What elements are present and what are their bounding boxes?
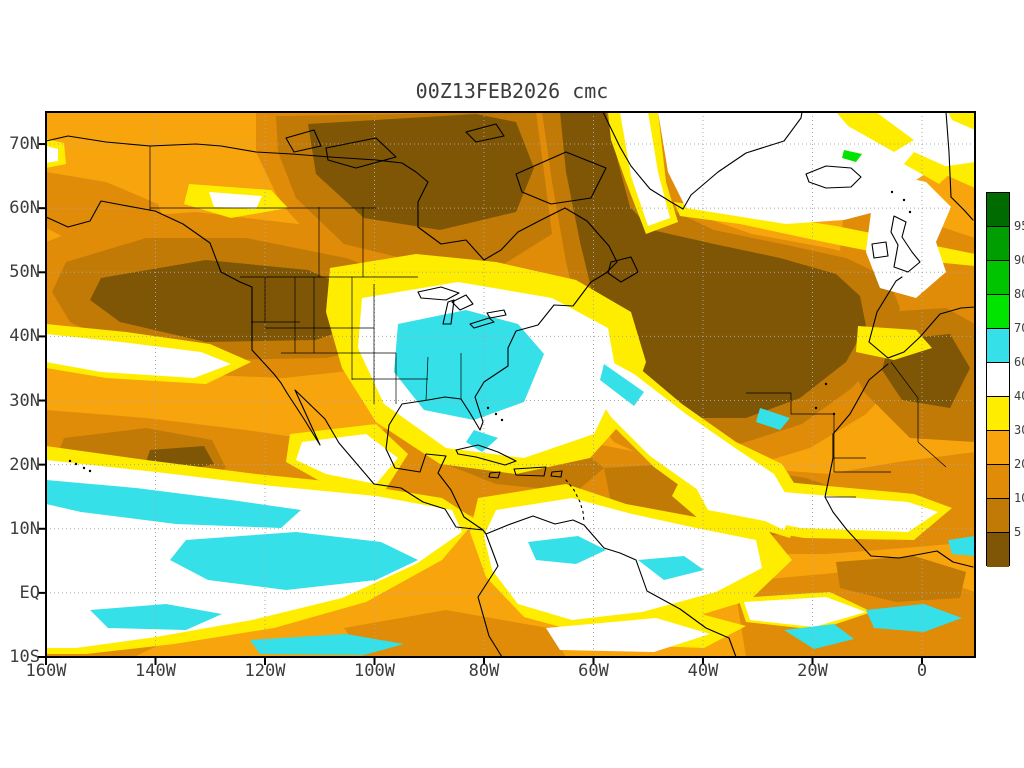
humidity-filled-contours [46,112,975,657]
x-tick-label: 120W [244,661,286,681]
plot-frame [45,111,976,658]
colorbar-tick-label: 60 [1014,355,1024,369]
humidity-map [38,111,976,665]
colorbar-segment-5-10 [987,499,1009,533]
colorbar [986,192,1010,567]
title-line-model-run: 00Z13FEB2026 cmc [415,79,609,103]
colorbar-segment-40-60 [987,363,1009,397]
y-tick-label: 10S [9,647,40,667]
x-tick-label: 140W [135,661,176,681]
map-plot-area [38,111,976,665]
y-tick-label: 30N [9,390,40,411]
x-tick-label: 80W [468,661,500,681]
colorbar-segment-<5 [987,533,1009,567]
colorbar-tick-label: 30 [1014,423,1024,437]
colorbar-tick-label: 70 [1014,321,1024,335]
colorbar-segment-80-90 [987,261,1009,295]
lat-lon-gridlines [46,112,975,657]
y-tick-label: 10N [9,518,40,539]
colorbar-segment-30-40 [987,397,1009,431]
y-tick-label: 40N [9,326,40,347]
colorbar-tick-label: 40 [1014,389,1024,403]
axis-tick-marks [38,143,923,665]
colorbar-tick-label: 10 [1014,491,1024,505]
colorbar-segment-70-80 [987,295,1009,329]
colorbar-segment-20-30 [987,431,1009,465]
x-tick-label: 60W [578,661,609,681]
political-borders [149,146,947,498]
colorbar-tick-label: 90 [1014,253,1024,267]
colorbar-segment->95 [987,193,1009,227]
y-tick-label: EQ [19,582,40,603]
y-tick-label: 20N [9,454,40,475]
y-tick-label: 50N [9,262,40,283]
colorbar-segment-60-70 [987,329,1009,363]
x-tick-label: 40W [687,661,719,681]
y-tick-label: 70N [9,134,40,155]
colorbar-tick-label: 20 [1014,457,1024,471]
colorbar-tick-label: 95 [1014,219,1024,233]
coastlines [45,111,976,658]
x-tick-label: 20W [797,661,828,681]
x-tick-label: 100W [354,661,395,681]
x-tick-label: 160W [25,661,67,681]
colorbar-segment-10-20 [987,465,1009,499]
x-tick-label: 0 [916,661,928,681]
y-tick-label: 60N [9,198,40,219]
colorbar-tick-label: 80 [1014,287,1024,301]
colorbar-segment-90-95 [987,227,1009,261]
colorbar-tick-label: 5 [1014,525,1022,539]
